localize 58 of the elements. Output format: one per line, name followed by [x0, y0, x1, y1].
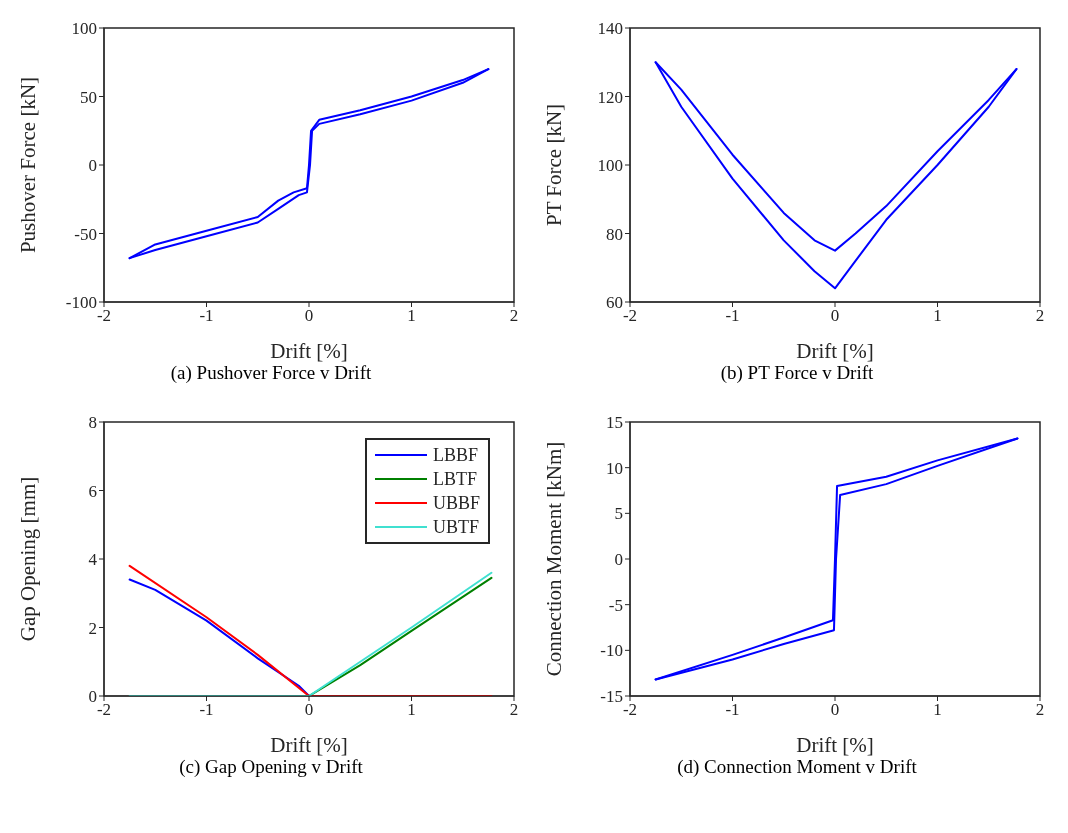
text: (d) Connection Moment v Drift: [676, 756, 918, 778]
x-tick-label: 1: [933, 306, 942, 326]
x-tick-label: -2: [96, 700, 112, 720]
y-tick-label: 0: [88, 156, 97, 176]
x-axis-title: Drift [%]: [270, 339, 348, 363]
legend-label: LBTF: [432, 468, 477, 491]
y-tick-label: 60: [606, 293, 623, 313]
x-tick-label: 1: [407, 700, 416, 720]
y-tick-label: 6: [88, 481, 97, 501]
x-axis-title: Drift [%]: [796, 733, 874, 757]
x-tick-label: 1: [933, 700, 942, 720]
x-tick-label: 0: [830, 306, 840, 326]
y-tick-label: 100: [71, 19, 97, 39]
text: (b) PT Force v Drift: [719, 362, 875, 384]
y-axis-title: PT Force [kN]: [542, 103, 567, 227]
x-tick-label: -2: [622, 306, 638, 326]
x-tick-label: 2: [509, 700, 519, 720]
y-tick-label: 50: [80, 87, 97, 107]
x-tick-label: 2: [1035, 700, 1045, 720]
x-axis-title: Drift [%]: [796, 339, 874, 363]
y-tick-label: 8: [88, 413, 97, 433]
legend-label: UBBF: [432, 492, 480, 515]
y-tick-label: -5: [608, 595, 623, 615]
text: (a) Pushover Force v Drift: [169, 362, 373, 384]
y-tick-label: 140: [597, 19, 623, 39]
x-tick-label: -2: [96, 306, 112, 326]
y-tick-label: 0: [614, 550, 623, 570]
y-axis-title: Gap Opening [mm]: [16, 476, 41, 642]
y-axis-title: Connection Moment [kNm]: [542, 441, 567, 677]
y-tick-label: 2: [88, 618, 97, 638]
x-tick-label: 1: [407, 306, 416, 326]
x-tick-label: -1: [199, 306, 214, 326]
y-tick-label: 5: [614, 504, 623, 524]
legend-label: LBBF: [432, 444, 478, 467]
y-tick-label: 100: [597, 156, 623, 176]
x-tick-label: 0: [304, 700, 314, 720]
x-axis-title: Drift [%]: [270, 733, 348, 757]
y-tick-label: 80: [606, 224, 623, 244]
y-tick-label: -10: [600, 641, 623, 661]
legend-label: UBTF: [432, 516, 479, 539]
y-tick-label: -100: [65, 293, 97, 313]
text: (c) Gap Opening v Drift: [178, 756, 364, 778]
x-tick-label: 2: [509, 306, 519, 326]
x-tick-label: -1: [725, 700, 740, 720]
x-tick-label: 2: [1035, 306, 1045, 326]
y-tick-label: 120: [597, 87, 623, 107]
x-tick-label: 0: [304, 306, 314, 326]
y-axis-title: Pushover Force [kN]: [16, 76, 41, 254]
y-tick-label: -15: [600, 687, 623, 707]
x-tick-label: -2: [622, 700, 638, 720]
x-tick-label: -1: [725, 306, 740, 326]
y-tick-label: 10: [606, 458, 623, 478]
y-tick-label: 0: [88, 687, 97, 707]
x-tick-label: -1: [199, 700, 214, 720]
y-tick-label: -50: [74, 224, 97, 244]
y-tick-label: 15: [606, 413, 623, 433]
x-tick-label: 0: [830, 700, 840, 720]
y-tick-label: 4: [88, 550, 98, 570]
